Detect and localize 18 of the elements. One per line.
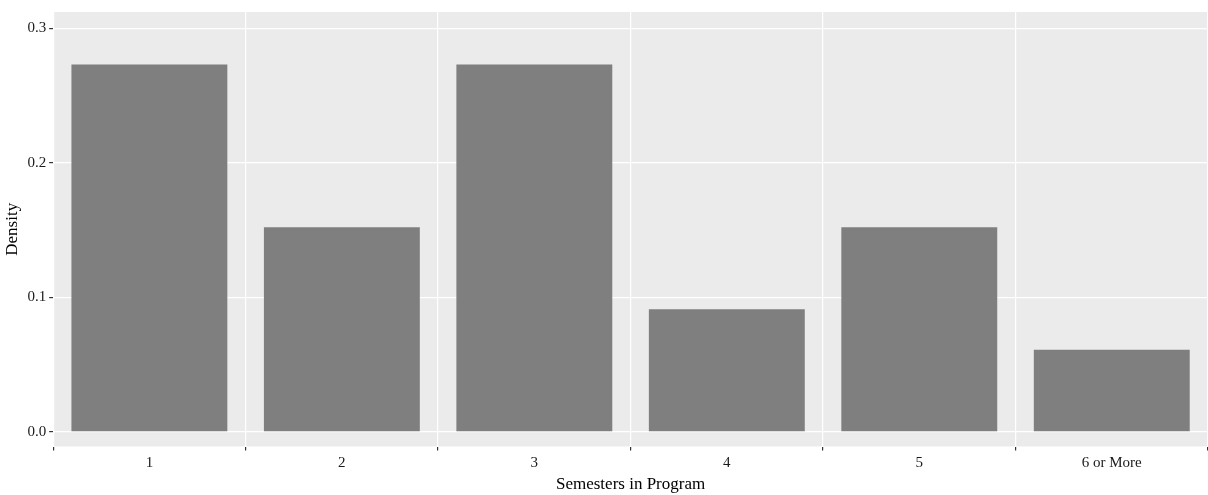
y-tick-label: 0.0 [27, 422, 47, 439]
y-tick-label: 0.2 [27, 153, 47, 170]
bar [1033, 349, 1190, 432]
bar [648, 309, 805, 432]
x-tick-label: 1 [145, 453, 154, 470]
y-tick-label: 0.3 [27, 19, 47, 36]
x-tick-label: 5 [915, 453, 924, 470]
x-tick-label: 3 [530, 453, 539, 470]
bar [456, 64, 613, 432]
x-tick-label: 6 or More [1081, 453, 1143, 470]
x-tick-label: 2 [338, 453, 346, 470]
x-axis-title: Semesters in Program [555, 474, 706, 494]
y-axis-title: Density [1, 202, 21, 256]
bar [71, 64, 228, 432]
bar [263, 227, 420, 432]
bar [841, 227, 998, 432]
y-tick-label: 0.1 [27, 288, 47, 305]
x-tick-label: 4 [723, 453, 732, 470]
